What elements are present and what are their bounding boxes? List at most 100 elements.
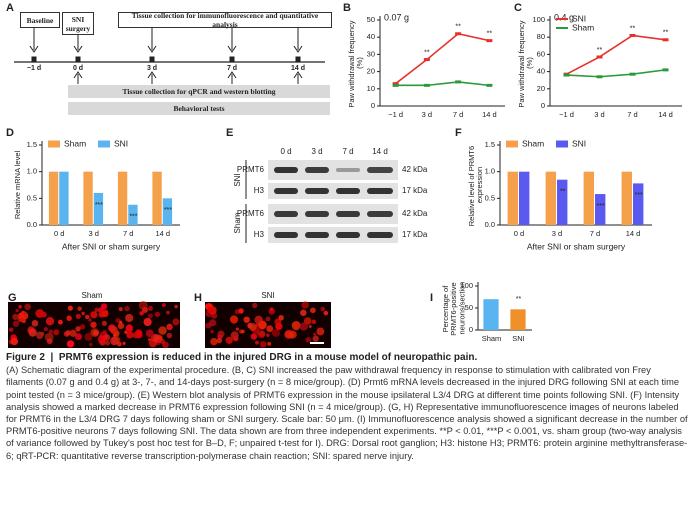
lane-label: 0 d	[280, 147, 291, 156]
cell	[259, 330, 266, 337]
cell	[238, 308, 244, 314]
caption-body: (A) Schematic diagram of the experimenta…	[6, 365, 688, 461]
cell	[12, 313, 19, 321]
cell	[79, 324, 86, 330]
cell	[267, 341, 272, 346]
timepoint-label: 0 d	[73, 65, 83, 72]
y-tick-label: 40	[367, 32, 375, 41]
marker	[455, 80, 462, 84]
line	[566, 34, 666, 75]
y-axis-label: Relative level of PRMT6 expression	[467, 144, 484, 227]
cell	[88, 318, 92, 322]
bar	[152, 171, 162, 225]
bar	[128, 204, 138, 225]
legend-swatch	[98, 140, 110, 148]
y-axis-label: Percentage of PRMT6-positive neurons/sec…	[441, 280, 467, 335]
cell	[210, 329, 214, 334]
cell	[9, 327, 14, 332]
cell	[101, 310, 109, 318]
cell	[250, 333, 258, 340]
cell	[125, 313, 134, 323]
cell	[276, 323, 283, 330]
cell	[266, 325, 274, 333]
cell	[31, 320, 39, 327]
y-axis-label: Paw withdrawal frequency (%)	[347, 18, 364, 107]
cell	[323, 310, 329, 316]
significance: ***	[597, 203, 605, 210]
bar	[557, 179, 568, 225]
cell	[108, 324, 116, 332]
cell	[75, 333, 82, 341]
y-tick-label: 1.0	[485, 167, 495, 176]
band-label: H3	[254, 230, 265, 239]
timepoint-label: 7 d	[227, 65, 237, 72]
cell	[124, 305, 130, 312]
cell	[300, 309, 307, 317]
surgery-box: SNI surgery	[62, 12, 94, 35]
cell	[66, 340, 75, 348]
cell	[113, 333, 117, 337]
x-axis-label: After SNI or sham surgery	[62, 241, 161, 251]
cell	[41, 311, 47, 318]
marker	[392, 82, 399, 86]
x-tick-label: Sham	[482, 334, 502, 343]
group-label: Sham	[233, 212, 242, 233]
line	[566, 69, 666, 78]
cell	[161, 303, 166, 307]
cell	[174, 304, 178, 309]
cell	[255, 323, 260, 327]
cell	[84, 314, 90, 320]
cell	[229, 315, 239, 324]
y-tick-label: 0	[371, 101, 375, 110]
cell	[265, 333, 270, 337]
marker	[486, 83, 493, 87]
cell	[65, 330, 71, 336]
y-tick-label: 100	[532, 15, 545, 24]
x-tick-label: 3 d	[89, 229, 99, 238]
cell	[81, 311, 85, 316]
cell	[288, 330, 297, 339]
legend-label: Sham	[522, 138, 544, 148]
marker	[563, 73, 570, 77]
cell	[148, 338, 152, 342]
qpcr-bar: Tissue collection for qPCR and western b…	[68, 85, 330, 98]
cell	[77, 306, 82, 311]
significance: **	[560, 189, 566, 196]
cell	[67, 305, 73, 311]
bar	[545, 171, 556, 225]
y-tick-label: 0.5	[485, 193, 495, 202]
bar	[483, 299, 499, 330]
cell	[135, 331, 143, 339]
y-tick-label: 0.0	[27, 220, 37, 229]
lane-label: 14 d	[372, 147, 388, 156]
bar	[595, 194, 606, 225]
cell	[166, 323, 173, 331]
blot-labels: 0 d 3 d 7 d 14 d PRMT6 H3 PRMT6 H3 42 kDa 17 kDa 4…	[233, 147, 428, 239]
x-tick-label: 14 d	[658, 110, 673, 119]
cell	[252, 302, 258, 309]
legend-label: SNI	[572, 13, 586, 23]
cell	[320, 306, 325, 312]
line	[395, 32, 490, 85]
panel-letter: D	[6, 127, 14, 139]
significance: **	[455, 24, 461, 31]
timeline-ticks	[29, 28, 303, 84]
cell	[69, 329, 77, 337]
cell	[313, 332, 317, 336]
x-tick-label: 3 d	[594, 110, 604, 119]
cell	[268, 308, 276, 315]
cell	[209, 319, 217, 327]
panel-letter: A	[6, 2, 14, 14]
cell	[117, 322, 125, 330]
panel-letter: I	[430, 292, 433, 304]
x-tick-label: 14 d	[482, 110, 497, 119]
cell	[101, 320, 108, 327]
cell	[258, 320, 267, 330]
cell	[207, 306, 214, 314]
cell	[278, 314, 284, 321]
x-tick-label: 3 d	[552, 229, 562, 238]
lane-label: 7 d	[342, 147, 353, 156]
cell	[255, 340, 259, 345]
legend-label: Sham	[572, 22, 594, 32]
chart-title: 0.07 g	[384, 12, 409, 22]
